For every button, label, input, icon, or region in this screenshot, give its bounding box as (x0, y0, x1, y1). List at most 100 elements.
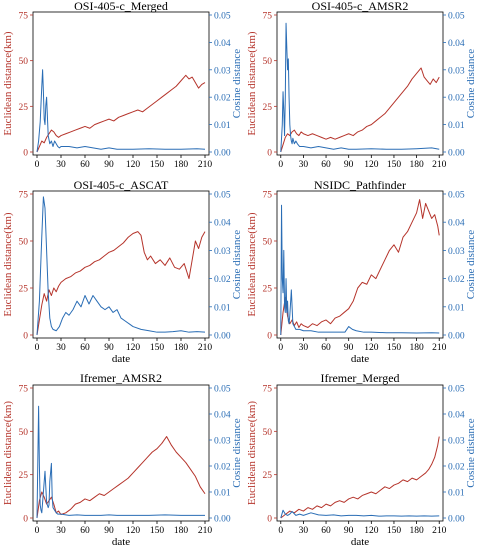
y-right-tick-label: 0.04 (448, 39, 465, 49)
chart-panel-5: Ifremer_AMSR2 0 30 60 90 120 150 180 210 0 25 50 75 0… (2, 371, 243, 548)
x-tick-label: 150 (387, 160, 402, 170)
y-right-tick-label: 0.00 (448, 515, 465, 525)
chart-title: OSI-405-c_Merged (74, 0, 168, 13)
x-tick-label: 60 (321, 343, 331, 353)
x-tick-label: 120 (364, 343, 379, 353)
x-tick-label: 30 (56, 343, 66, 353)
cosine-distance-line (280, 509, 440, 519)
x-tick-label: 210 (432, 160, 447, 170)
y-right-axis-label: Cosine distance (465, 418, 477, 487)
y-right-tick-label: 0.04 (448, 411, 465, 421)
x-tick-label: 120 (364, 160, 379, 170)
y-left-tick-label: 50 (263, 238, 273, 248)
y-left-tick-label: 25 (19, 285, 29, 295)
x-tick-label: 180 (174, 160, 189, 170)
x-tick-label: 60 (321, 160, 331, 170)
y-left-tick-label: 75 (263, 191, 273, 201)
y-right-tick-label: 0.03 (214, 437, 231, 447)
chart-title: OSI-405-c_AMSR2 (312, 0, 409, 13)
y-left-tick-label: 50 (263, 57, 273, 67)
euclidean-distance-line (280, 67, 440, 153)
y-right-tick-label: 0.05 (214, 191, 231, 201)
y-left-tick-label: 0 (23, 149, 28, 159)
y-left-axis-label: Euclidean distance(km) (2, 31, 14, 135)
y-left-tick-label: 25 (19, 103, 29, 113)
y-right-tick-label: 0.00 (448, 149, 465, 159)
y-right-axis-label: Cosine distance (231, 418, 243, 487)
x-tick-label: 210 (198, 343, 213, 353)
cosine-distance-line (36, 405, 205, 519)
x-axis-label: date (112, 353, 130, 365)
x-tick-label: 210 (198, 160, 213, 170)
x-tick-label: 30 (299, 343, 309, 353)
y-right-tick-label: 0.05 (448, 191, 465, 201)
x-tick-label: 0 (35, 526, 40, 536)
y-left-tick-label: 75 (19, 191, 29, 201)
y-right-tick-label: 0.04 (448, 219, 465, 229)
x-tick-label: 0 (278, 526, 283, 536)
x-tick-label: 30 (56, 160, 66, 170)
cosine-distance-line (36, 196, 206, 336)
y-right-tick-label: 0.00 (448, 332, 465, 342)
cosine-distance-line (280, 22, 440, 153)
y-left-tick-label: 0 (23, 515, 28, 525)
y-right-tick-label: 0.00 (214, 515, 231, 525)
y-left-axis-label: Euclidean distance(km) (246, 401, 258, 505)
x-tick-label: 60 (80, 526, 90, 536)
euclidean-distance-line (36, 436, 206, 519)
y-right-tick-label: 0.02 (448, 463, 465, 473)
x-tick-label: 210 (432, 526, 447, 536)
y-right-tick-label: 0.00 (214, 149, 231, 159)
cosine-distance-line (36, 69, 206, 153)
plot-frame (276, 190, 444, 339)
y-right-tick-label: 0.04 (214, 219, 231, 229)
y-left-tick-label: 0 (23, 332, 28, 342)
chart-panel-1: OSI-405-c_Merged 0 30 60 90 120 150 180 210 0 25 50… (2, 0, 243, 170)
chart-panel-3: OSI-405-c_ASCAT 0 30 60 90 120 150 180 210 0 25 50 7… (2, 178, 243, 365)
chart-panel-4: NSIDC_Pathfinder 0 30 60 90 120 150 180 210 0 25 50… (246, 178, 477, 365)
plot-frame (32, 190, 210, 339)
y-left-tick-label: 0 (267, 332, 272, 342)
x-tick-label: 210 (432, 343, 447, 353)
y-right-axis-label: Cosine distance (465, 49, 477, 118)
y-right-tick-label: 0.01 (448, 303, 465, 313)
x-tick-label: 150 (387, 343, 402, 353)
y-right-axis-label: Cosine distance (465, 230, 477, 299)
y-left-tick-label: 75 (19, 385, 29, 395)
y-left-axis-label: Euclidean distance(km) (2, 401, 14, 505)
y-right-tick-label: 0.03 (214, 247, 231, 257)
y-right-tick-label: 0.04 (214, 411, 231, 421)
plot-frame (276, 11, 444, 156)
x-tick-label: 150 (150, 526, 165, 536)
chart-title: OSI-405-c_ASCAT (74, 178, 169, 192)
x-tick-label: 0 (278, 160, 283, 170)
y-left-tick-label: 75 (263, 12, 273, 22)
chart-title: NSIDC_Pathfinder (314, 178, 406, 192)
y-left-tick-label: 25 (263, 103, 273, 113)
y-right-tick-label: 0.02 (214, 463, 231, 473)
x-tick-label: 90 (104, 160, 114, 170)
y-right-tick-label: 0.02 (214, 94, 231, 104)
euclidean-distance-line (36, 231, 206, 336)
plot-frame (32, 384, 210, 522)
euclidean-distance-line (280, 436, 440, 519)
y-right-tick-label: 0.04 (214, 39, 231, 49)
x-axis-label: date (351, 536, 369, 548)
x-tick-label: 30 (299, 526, 309, 536)
plot-frame (276, 384, 444, 522)
y-right-tick-label: 0.01 (214, 121, 231, 131)
chart-panel-6: Ifremer_Merged 0 30 60 90 120 150 180 210 0 25 50 75… (246, 371, 477, 548)
y-right-tick-label: 0.02 (214, 275, 231, 285)
x-tick-label: 120 (126, 160, 141, 170)
x-tick-label: 60 (80, 160, 90, 170)
x-tick-label: 90 (104, 343, 114, 353)
y-right-tick-label: 0.05 (448, 385, 465, 395)
y-right-tick-label: 0.01 (448, 489, 465, 499)
x-tick-label: 90 (344, 160, 354, 170)
y-right-tick-label: 0.05 (214, 12, 231, 22)
euclidean-distance-line (36, 74, 206, 153)
x-tick-label: 180 (174, 343, 189, 353)
y-right-tick-label: 0.03 (214, 66, 231, 76)
y-left-tick-label: 0 (267, 149, 272, 159)
x-tick-label: 150 (387, 526, 402, 536)
